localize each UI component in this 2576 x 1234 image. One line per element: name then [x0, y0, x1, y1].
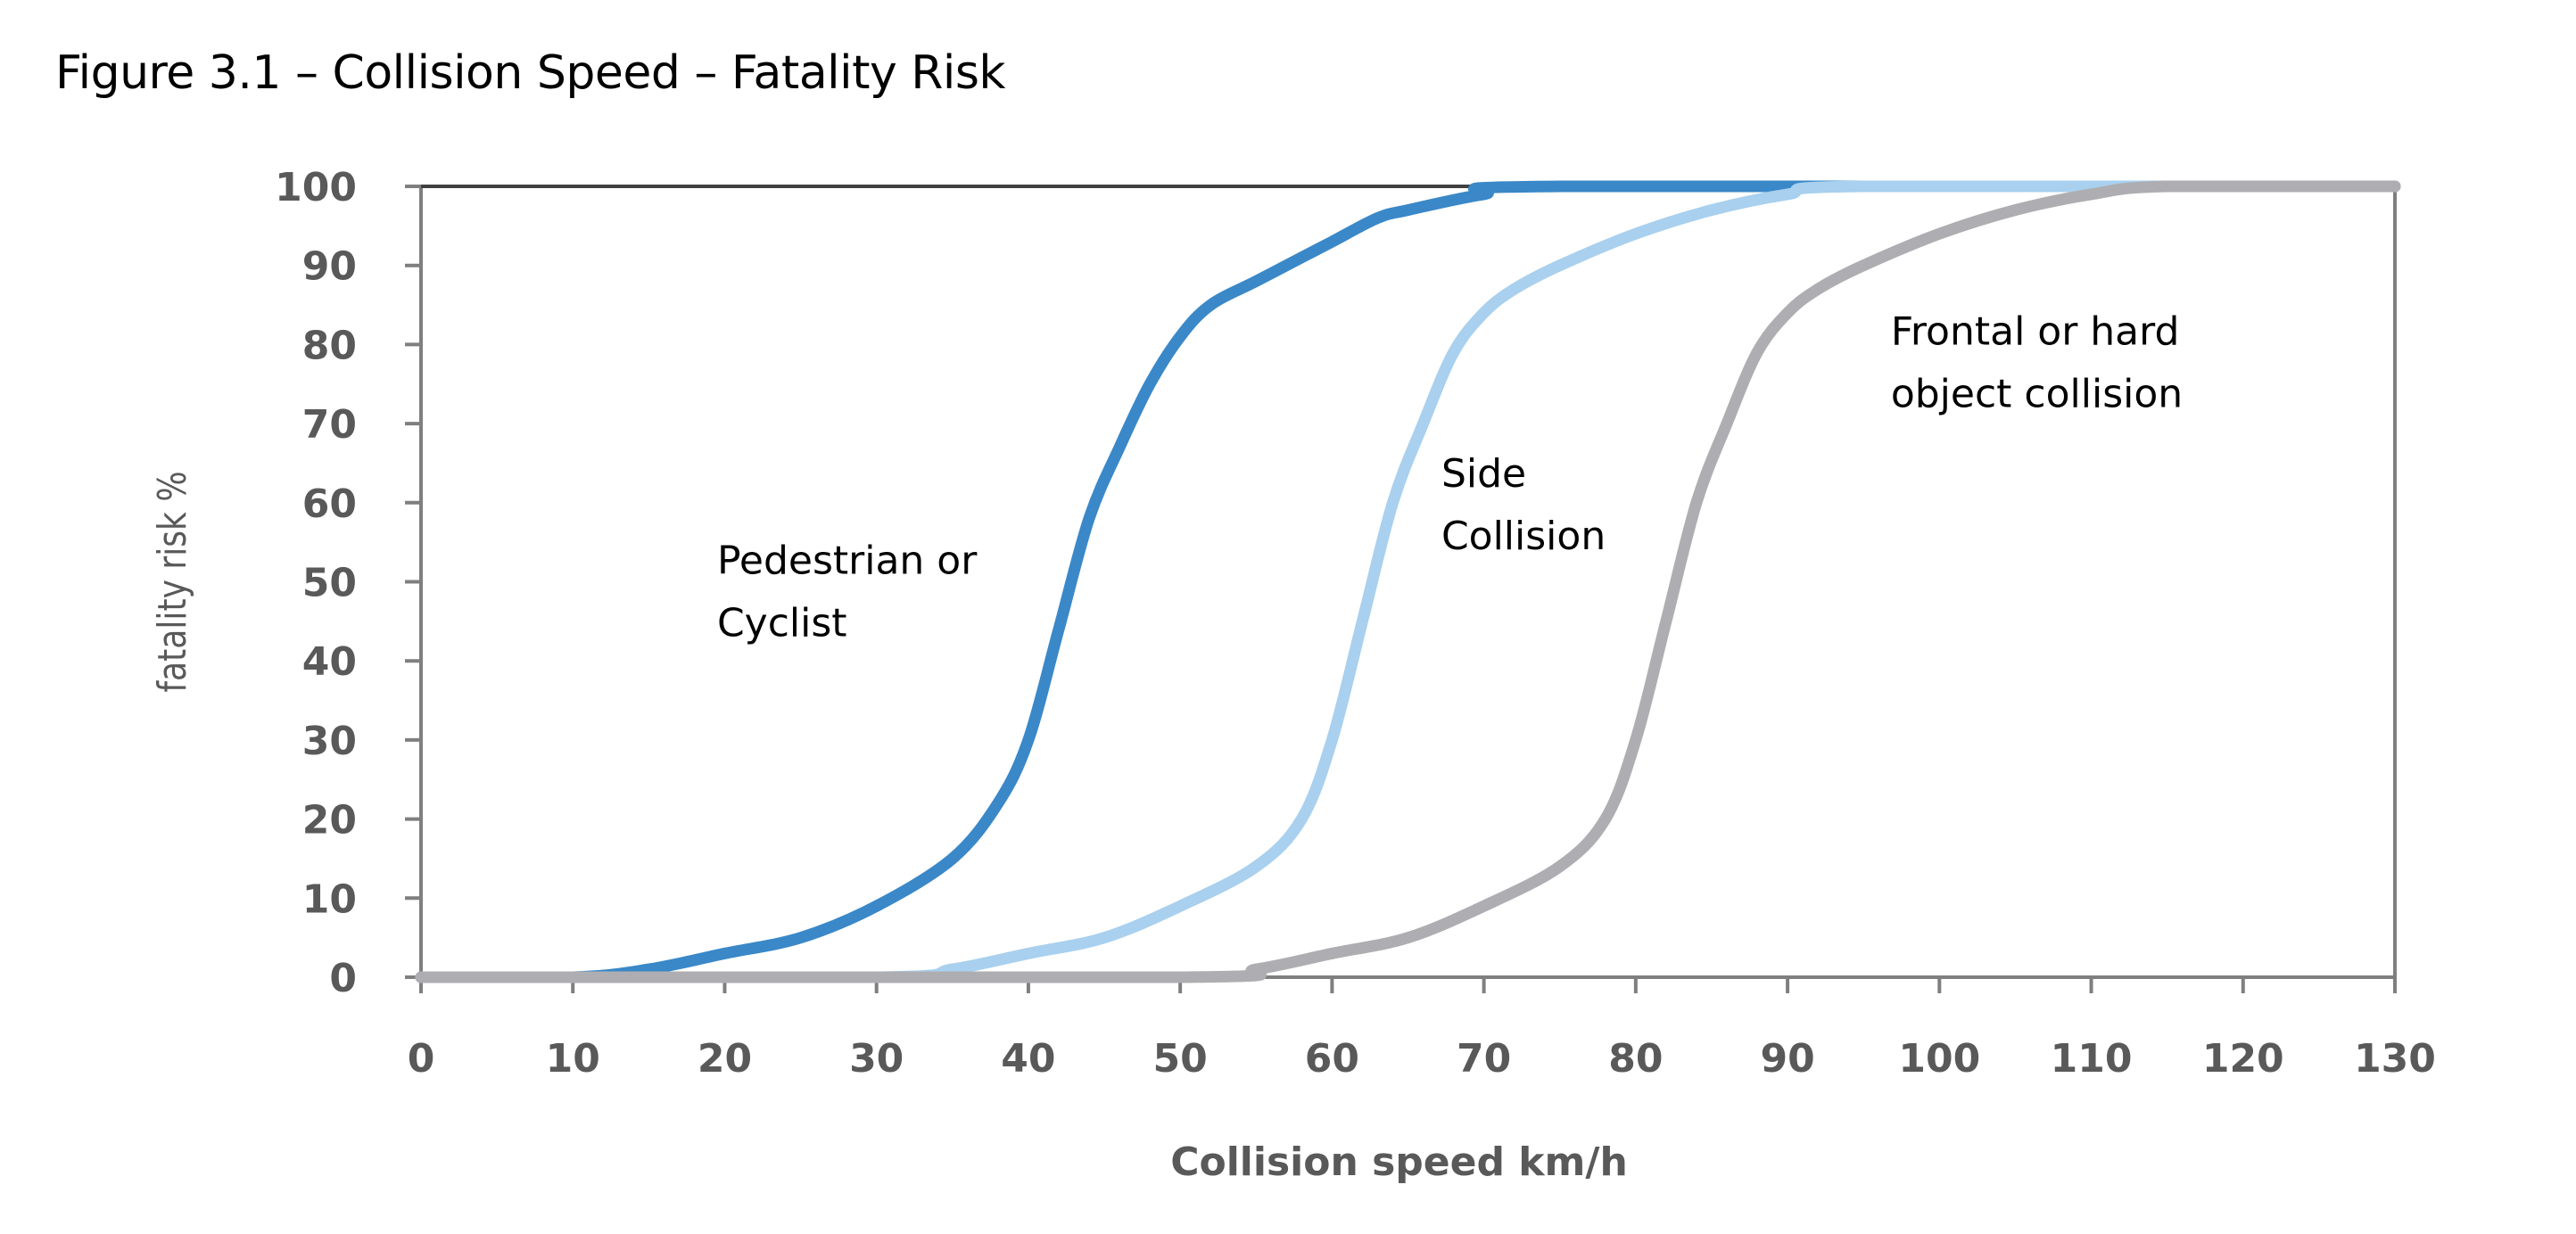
series-annotation-1: Pedestrian or	[717, 539, 978, 584]
y-tick-label: 40	[302, 639, 357, 685]
x-tick-label: 80	[1608, 1036, 1663, 1082]
x-tick-label: 90	[1760, 1036, 1814, 1082]
x-tick-label: 10	[546, 1036, 600, 1082]
series-annotation-2: Side	[1441, 451, 1526, 497]
y-tick-label: 100	[275, 165, 357, 210]
y-tick-label: 80	[302, 323, 357, 368]
series-annotation-2: Collision	[1441, 514, 1606, 559]
x-tick-label: 130	[2354, 1036, 2436, 1082]
series-annotation-3: Frontal or hard	[1891, 308, 2180, 354]
y-axis-title: fatality risk %	[151, 471, 195, 692]
y-tick-label: 60	[302, 481, 357, 527]
annotations: Pedestrian or Cyclist Side Collision Frontal…	[717, 308, 2183, 646]
y-tick-label: 50	[302, 561, 357, 606]
x-tick-label: 70	[1457, 1036, 1511, 1082]
figure-title: Figure 3.1 – Collision Speed – Fatality …	[55, 46, 1006, 100]
x-tick-label: 100	[1898, 1036, 1980, 1082]
x-tick-label: 20	[698, 1036, 752, 1082]
y-tick-label: 70	[302, 402, 357, 448]
x-tick-label: 60	[1305, 1036, 1359, 1082]
series-line-3	[415, 180, 2401, 983]
y-tick-label: 20	[302, 798, 357, 843]
y-tick-label: 0	[329, 956, 357, 1001]
x-tick-label: 120	[2202, 1036, 2284, 1082]
series-line-1	[415, 180, 2401, 983]
x-tick-label: 0	[408, 1036, 435, 1082]
series-annotation-1: Cyclist	[717, 601, 847, 646]
x-tick-label: 110	[2051, 1036, 2133, 1082]
x-tick-label: 40	[1001, 1036, 1055, 1082]
y-tick-label: 10	[302, 876, 357, 922]
y-tick-label: 90	[302, 244, 357, 290]
series-lines	[415, 180, 2401, 983]
series-annotation-3: object collision	[1891, 371, 2183, 416]
x-tick-label: 30	[849, 1036, 904, 1082]
x-tick-label: 50	[1153, 1036, 1208, 1082]
series-line-2	[415, 180, 2401, 983]
x-axis-title: Collision speed km/h	[1170, 1139, 1628, 1185]
y-tick-label: 30	[302, 719, 357, 764]
